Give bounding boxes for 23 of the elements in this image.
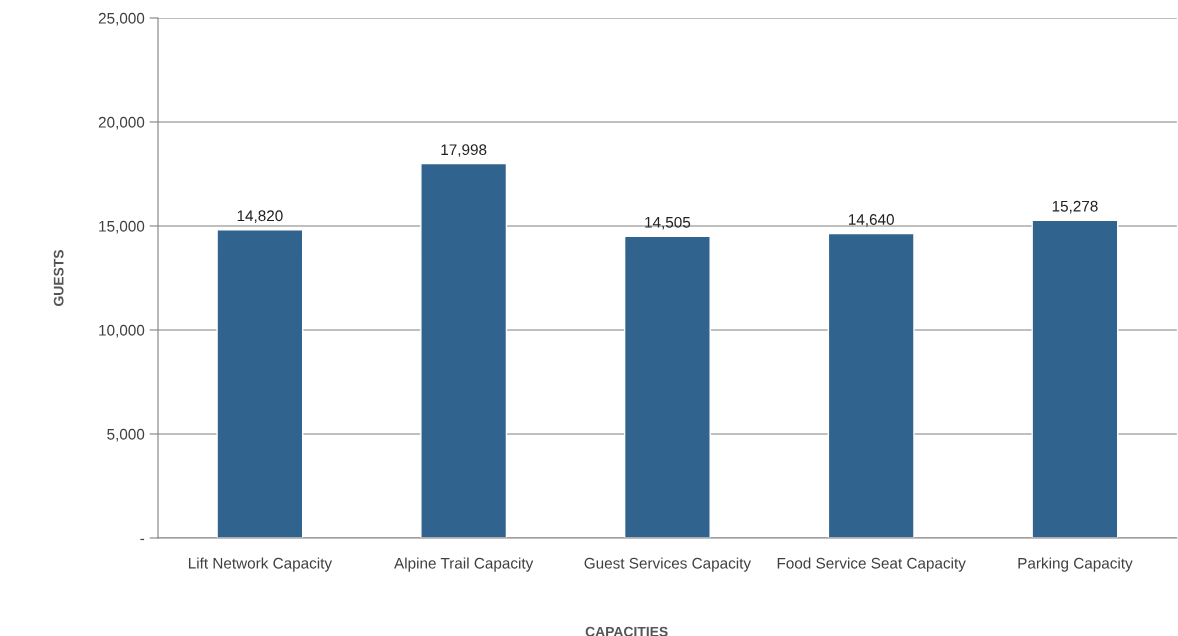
data-label: 14,640 <box>848 214 894 227</box>
bar <box>1031 219 1119 538</box>
data-label: 17,998 <box>441 144 487 157</box>
x-tick-label: Alpine Trail Capacity <box>394 557 534 572</box>
data-label: 14,505 <box>645 216 691 230</box>
x-axis-title: CAPACITIES <box>585 626 668 636</box>
y-tick-label: - <box>140 538 145 541</box>
y-tick-label: 15,000 <box>99 220 145 234</box>
y-tick-label: 20,000 <box>98 116 145 130</box>
x-tick-label: Lift Network Capacity <box>188 557 333 572</box>
bar <box>420 162 508 538</box>
y-tick-label: 25,000 <box>98 12 145 26</box>
y-axis-title: GUESTS <box>53 249 64 306</box>
bar <box>623 235 711 538</box>
bar <box>216 229 304 538</box>
x-tick-label: Parking Capacity <box>1018 557 1133 572</box>
x-tick-label: Guest Services Capacity <box>584 557 752 572</box>
x-tick-label: Food Service Seat Capacity <box>777 557 966 572</box>
data-label: 15,278 <box>1052 200 1098 214</box>
y-tick-label: 10,000 <box>99 324 145 338</box>
data-label: 14,820 <box>237 210 283 223</box>
bar <box>827 232 915 538</box>
y-tick-label: 5,000 <box>107 428 145 442</box>
